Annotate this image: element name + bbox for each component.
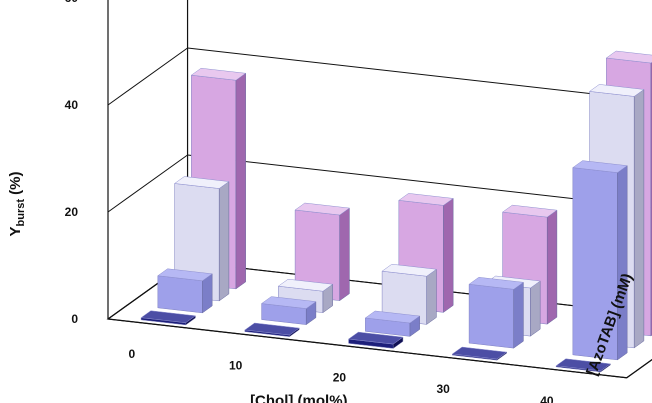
bar-3-3-side-face: [546, 209, 558, 325]
y-tick-label-2: 40: [65, 98, 79, 112]
bar-2-2-side-face: [426, 268, 437, 325]
x-axis-title: [Chol] (mol%): [250, 393, 347, 403]
bar-0-3: [451, 346, 508, 361]
grid-line-side-2: [107, 47, 188, 106]
bar-2-2-top-face: [381, 263, 438, 277]
bar-3-1-side-face: [339, 207, 350, 302]
x-tick-label-4: 40: [540, 394, 554, 403]
x-tick-label-2: 20: [333, 370, 347, 384]
bar-2-0-side-face: [218, 181, 230, 302]
y-axis-title-subscript: burst: [15, 199, 27, 227]
bar-1-0: [157, 268, 213, 314]
bar-1-4: [572, 160, 628, 361]
grid-line-side-1: [107, 154, 188, 213]
bar-3-1-top-face: [294, 202, 351, 216]
labels-layer: 020406001020304000,250,51[Chol] (mol%)Yb…: [7, 0, 636, 403]
bar-1-0-top-face: [157, 268, 213, 282]
bar-2-1-top-face: [277, 278, 334, 292]
y-tick-label-1: 20: [65, 205, 79, 219]
y-axis-title-suffix: (%): [7, 171, 24, 199]
bar-3-3-top-face: [501, 204, 558, 218]
bar-0-0-top-face: [140, 310, 197, 323]
bar-1-0-front-face: [157, 275, 203, 314]
bar-1-3-top-face: [468, 277, 525, 290]
bar-1-2: [364, 310, 421, 337]
bar-3-0-side-face: [235, 72, 246, 290]
grid-line-back-2: [187, 47, 652, 102]
x-tick-label-1: 10: [229, 359, 243, 373]
y-axis-title: Yburst (%): [7, 171, 27, 236]
x-tick-label-3: 30: [436, 382, 450, 396]
x-tick-label-0: 0: [129, 347, 136, 361]
bar-1-3-side-face: [513, 281, 524, 349]
y-tick-label-0: 0: [71, 312, 78, 326]
bar-1-4-top-face: [572, 160, 628, 173]
bar-1-2-top-face: [364, 310, 421, 324]
bar-0-0: [140, 310, 197, 326]
bar-3-0-top-face: [190, 67, 247, 81]
bar-1-3: [468, 277, 525, 349]
bar-3-2-side-face: [443, 197, 454, 313]
bar-0-3-top-face: [451, 346, 508, 360]
bar-1-1: [260, 296, 317, 326]
bar-0-2-top-face: [347, 331, 404, 345]
bar-1-1-top-face: [260, 296, 317, 309]
bar-3-2-top-face: [398, 193, 454, 206]
y-tick-label-3: 60: [65, 0, 79, 5]
bar-2-0-top-face: [173, 176, 230, 189]
bars-layer: [140, 50, 652, 373]
bar-2-3-side-face: [530, 280, 541, 337]
bar-0-1: [244, 322, 300, 338]
bar-1-3-front-face: [468, 283, 514, 349]
bar-2-2: [381, 263, 438, 325]
y-axis-title-main: Y: [7, 226, 24, 236]
bar-0-4-top-face: [555, 358, 612, 372]
bar-0-4: [555, 358, 612, 373]
bar-0-1-top-face: [244, 322, 300, 336]
bar-1-4-side-face: [617, 165, 628, 361]
bar-2-4-top-face: [588, 84, 645, 97]
bar-0-2: [347, 331, 404, 349]
bar-2-4-side-face: [633, 88, 645, 349]
bar-3-4-top-face: [605, 50, 652, 64]
bar-3-1: [294, 202, 351, 302]
